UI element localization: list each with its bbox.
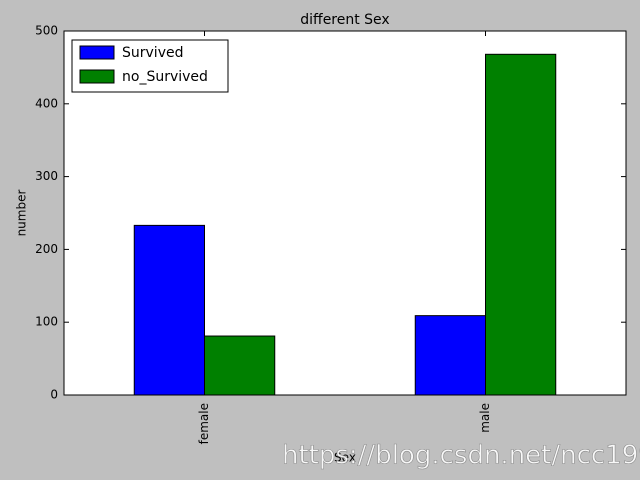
y-tick-label: 500 xyxy=(35,24,58,38)
y-tick-label: 0 xyxy=(50,388,58,402)
chart-title: different Sex xyxy=(300,12,389,28)
x-tick-label: female xyxy=(197,403,211,444)
bar xyxy=(414,315,486,396)
y-tick-label: 100 xyxy=(35,315,58,329)
legend-label: no_Survived xyxy=(122,69,208,85)
watermark: https://blog.csdn.net/ncc1995 xyxy=(282,441,640,471)
x-axis-label: Sex xyxy=(334,451,356,465)
legend-swatch xyxy=(79,69,115,84)
y-tick-label: 200 xyxy=(35,242,58,256)
legend-swatch xyxy=(79,45,115,60)
y-axis-label: number xyxy=(15,190,29,237)
y-tick-label: 400 xyxy=(35,96,58,110)
legend-label: Survived xyxy=(122,45,183,61)
y-tick-label: 300 xyxy=(35,169,58,183)
bar xyxy=(485,53,557,396)
legend: Survived no_Survived xyxy=(71,39,229,93)
plot-frame xyxy=(63,30,627,396)
bar xyxy=(133,224,205,396)
bar xyxy=(204,335,276,396)
x-tick-label: male xyxy=(478,403,492,433)
